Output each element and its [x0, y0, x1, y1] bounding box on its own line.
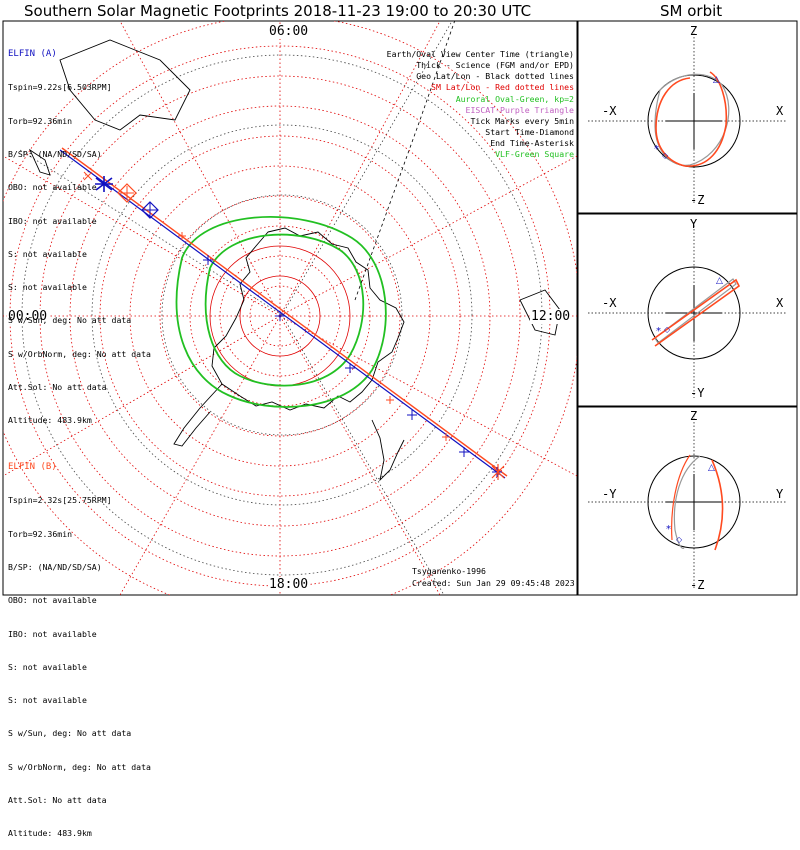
clock-label-top: 06:00 — [268, 24, 310, 39]
elfin-a-line: IBO: not available — [8, 215, 97, 226]
orbit-panel-2: △ * ◇ — [588, 222, 787, 398]
orbit-2-bottom-label: -Y — [690, 386, 705, 400]
elfin-b-line: Torb=92.36min — [8, 528, 73, 539]
track-elfin-a — [59, 149, 506, 479]
legend-entry: Thick - Science (FGM and/or EPD) — [416, 60, 574, 71]
elfin-b-line: S w/Sun, deg: No att data — [8, 728, 132, 739]
elfin-b-header: ELFIN (B) — [8, 462, 57, 473]
orbit-3-left-label: -Y — [602, 487, 617, 501]
elfin-b-line: Tspin=2.32s[25.75RPM] — [8, 495, 112, 506]
elfin-a-header: ELFIN (A) — [8, 49, 57, 60]
orbit-title: SM orbit — [660, 2, 723, 20]
clock-label-bottom: 18:00 — [268, 577, 310, 592]
orbit-panel-1: △ * ◇ — [588, 30, 787, 205]
orbit-3-right-label: Y — [776, 487, 784, 501]
svg-text:◇: ◇ — [676, 535, 683, 544]
elfin-b-line: S w/OrbNorm, deg: No att data — [8, 761, 151, 772]
elfin-a-line: Att.Sol: No att data — [8, 382, 107, 392]
legend: Earth/Oval View Center Time (triangle) Th… — [387, 27, 574, 171]
elfin-a-line: Torb=92.36min — [8, 115, 73, 126]
orbit-2-top-label: Y — [690, 217, 698, 231]
elfin-b-line: IBO: not available — [8, 628, 97, 639]
elfin-a-line: S: not available — [8, 248, 87, 259]
plot-title: Southern Solar Magnetic Footprints 2018-… — [24, 2, 532, 20]
legend-entry: End Time-Asterisk — [490, 137, 574, 148]
legend-entry: VLF-Green Square — [495, 149, 574, 160]
elfin-a-line: S: not available — [8, 282, 87, 293]
created-timestamp: Created: Sun Jan 29 09:45:48 2023 — [412, 578, 575, 588]
model-label: Tsyganenko-1996 — [412, 566, 486, 576]
orbit-2-left-label: -X — [602, 296, 617, 310]
orbit-1-left-label: -X — [602, 104, 617, 118]
south-america-coast — [371, 419, 405, 482]
track-elfin-b — [61, 147, 508, 477]
svg-text:*: * — [656, 326, 661, 337]
antarctica-coastline — [211, 227, 405, 411]
elfin-b-line: Att.Sol: No att data — [8, 795, 107, 805]
legend-entry: Tick Marks every 5min — [470, 115, 574, 126]
orbit-panel-frame-3 — [577, 406, 798, 596]
clock-label-left: 00:00 — [7, 309, 49, 324]
svg-text:△: △ — [713, 75, 720, 85]
sm-grid — [3, 21, 577, 595]
sm-inner-circle-1 — [239, 275, 321, 357]
orbit-3-top-label: Z — [690, 409, 698, 423]
ticks-elfin-a — [203, 255, 502, 477]
legend-entry: SM Lat/Lon - Red dotted lines — [431, 82, 574, 93]
svg-text:△: △ — [708, 463, 715, 473]
svg-text:◇: ◇ — [664, 325, 671, 334]
orbit-1-right-label: X — [776, 104, 784, 118]
orbit-panel-frame-1 — [577, 20, 798, 214]
elfin-a-line: OBO: not available — [8, 182, 97, 193]
elfin-b-info: ELFIN (B) Tspin=2.32s[25.75RPM] Torb=92.… — [8, 440, 151, 850]
australia-coast — [59, 39, 191, 131]
legend-entry: Geo Lat/Lon - Black dotted lines — [416, 71, 574, 82]
elfin-a-line: Tspin=9.22s[6.503RPM] — [8, 82, 112, 93]
new-zealand-coast — [28, 148, 51, 176]
legend-entry: Earth/Oval View Center Time (triangle) — [386, 49, 574, 60]
start-marker-elfin-a — [141, 201, 159, 219]
elfin-a-info: ELFIN (A) Tspin=9.22s[6.503RPM] Torb=92.… — [8, 27, 151, 437]
elfin-a-line: B/SP: (NA/ND/SD/SA) — [8, 149, 102, 160]
clock-label-right: 12:00 — [530, 309, 572, 324]
svg-text:*: * — [666, 524, 671, 535]
elfin-b-line: S: not available — [8, 695, 87, 706]
elfin-b-line: B/SP: (NA/ND/SD/SA) — [8, 562, 102, 573]
elfin-a-line: Altitude: 483.9km — [8, 415, 92, 426]
elfin-b-line: OBO: not available — [8, 595, 97, 606]
auroral-oval-inner — [204, 233, 365, 387]
orbit-3-bottom-label: -Z — [690, 578, 705, 592]
svg-text:△: △ — [716, 276, 723, 286]
elfin-b-line: Altitude: 483.9km — [8, 828, 92, 839]
end-marker-elfin-b — [491, 464, 505, 480]
orbit-panel-frame-2 — [577, 213, 798, 407]
elfin-a-line: S w/OrbNorm, deg: No att data — [8, 348, 151, 359]
orbit-1-bottom-label: -Z — [690, 193, 705, 207]
start-marker-elfin-b — [117, 183, 137, 203]
antarctic-peninsula — [173, 383, 223, 447]
legend-entry: Auroral Oval-Green, kp=2 — [455, 93, 574, 104]
map-frame — [2, 20, 578, 596]
ticks-elfin-b — [83, 171, 450, 441]
svg-text:◇: ◇ — [662, 151, 669, 160]
elfin-b-line: S: not available — [8, 661, 87, 672]
auroral-oval-outer — [175, 216, 387, 408]
end-marker-elfin-a — [95, 176, 113, 192]
elfin-a-line: S w/Sun, deg: No att data — [8, 315, 132, 326]
legend-entry: Start Time-Diamond — [485, 126, 574, 137]
orbit-2-right-label: X — [776, 296, 784, 310]
orbit-1-top-label: Z — [690, 24, 698, 38]
svg-text:*: * — [654, 144, 659, 155]
legend-entry: EISCAT-Purple Triangle — [465, 104, 574, 115]
orbit-panel-3: △ * ◇ — [588, 415, 787, 590]
